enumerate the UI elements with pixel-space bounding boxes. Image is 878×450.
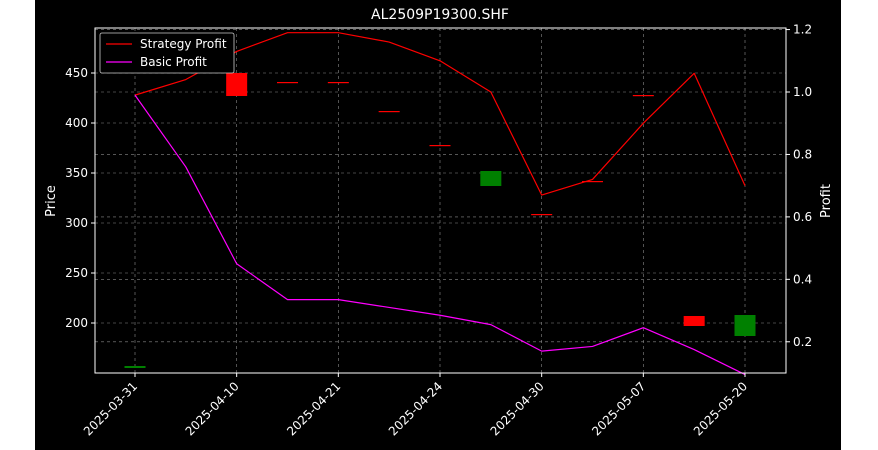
profit-lines bbox=[134, 32, 746, 376]
price-tick-label-350: 350 bbox=[65, 166, 88, 180]
price-tick-label-200: 200 bbox=[65, 316, 88, 330]
candle-2025-04-24 bbox=[429, 145, 451, 147]
candle-2025-05-20 bbox=[734, 315, 756, 336]
line-strategy-profit bbox=[134, 32, 746, 196]
candle-2025-03-31 bbox=[124, 366, 146, 368]
price-tick-label-400: 400 bbox=[65, 116, 88, 130]
profit-axis-label: Profit bbox=[819, 184, 834, 218]
price-tick-label-250: 250 bbox=[65, 266, 88, 280]
candle-2025-05-06 bbox=[582, 181, 603, 183]
candle-2025-04-21 bbox=[327, 82, 349, 84]
profit-axis: 0.2 0.4 0.6 0.8 1.0 1.2 bbox=[786, 23, 812, 349]
profit-tick-label-4: 1.0 bbox=[793, 85, 812, 99]
profit-tick-label-1: 0.4 bbox=[793, 272, 812, 286]
profit-tick-label-3: 0.8 bbox=[793, 147, 812, 161]
legend-label-basic-profit: Basic Profit bbox=[140, 55, 207, 69]
candle-2025-04-28 bbox=[480, 171, 502, 186]
profit-tick-label-5: 1.2 bbox=[793, 23, 812, 37]
candles bbox=[124, 73, 756, 368]
figure-background bbox=[35, 0, 841, 450]
price-axis-label: Price bbox=[44, 185, 59, 217]
legend-box bbox=[99, 32, 235, 74]
profit-tick-label-0: 0.2 bbox=[793, 335, 812, 349]
price-tick-label-300: 300 bbox=[65, 216, 88, 230]
price-tick-label-450: 450 bbox=[65, 66, 88, 80]
grid bbox=[95, 28, 786, 373]
price-axis: 200 250 300 350 400 450 bbox=[65, 66, 95, 330]
profit-tick-label-2: 0.6 bbox=[793, 210, 812, 224]
candle-2025-04-10 bbox=[226, 73, 248, 96]
candle-2025-05-07 bbox=[632, 95, 654, 97]
candle-2025-04-16 bbox=[277, 82, 298, 84]
candle-2025-04-22 bbox=[378, 111, 400, 113]
line-basic-profit bbox=[134, 94, 746, 376]
candle-2025-04-30 bbox=[531, 214, 553, 216]
legend-label-strategy-profit: Strategy Profit bbox=[140, 37, 227, 51]
legend: Strategy Profit Basic Profit bbox=[99, 32, 235, 74]
candle-2025-05-16 bbox=[683, 316, 705, 326]
chart-title: AL2509P19300.SHF bbox=[371, 7, 509, 23]
